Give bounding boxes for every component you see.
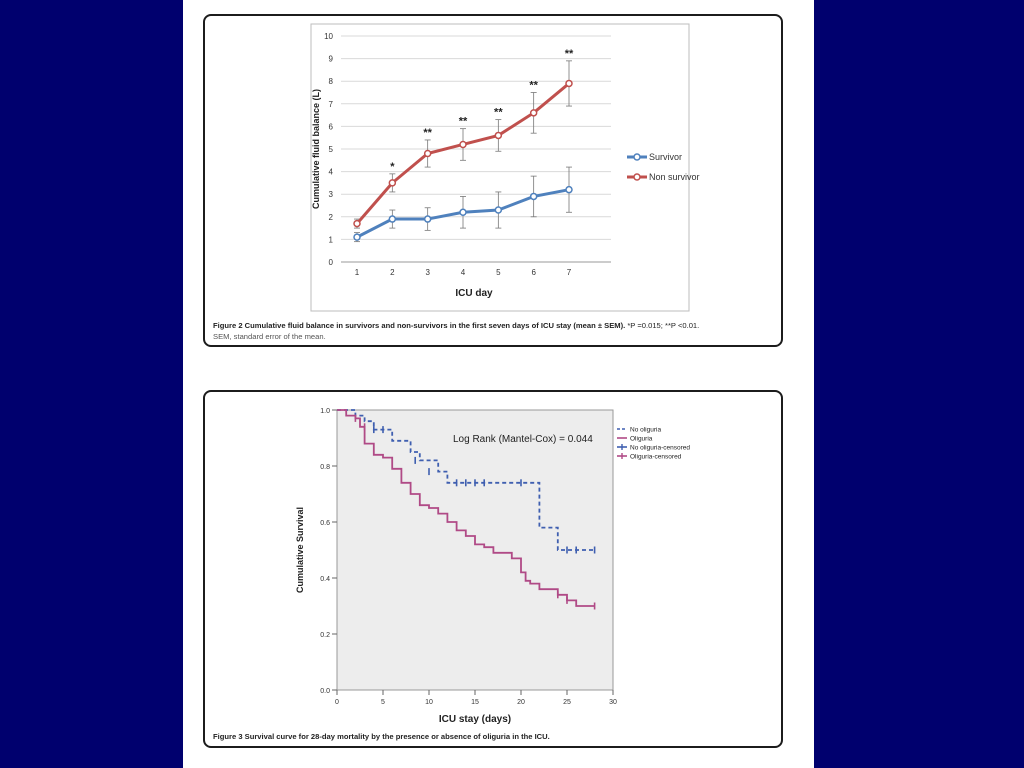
x-tick-label: 5 bbox=[496, 268, 501, 277]
log-rank-annotation: Log Rank (Mantel-Cox) = 0.044 bbox=[453, 434, 593, 445]
y-tick-label: 0 bbox=[329, 258, 334, 267]
figure-3-caption: Figure 3 Survival curve for 28-day morta… bbox=[213, 732, 773, 743]
y-tick-label: 9 bbox=[329, 55, 334, 64]
y-tick-label: 3 bbox=[329, 190, 334, 199]
x-tick-label: 7 bbox=[567, 268, 572, 277]
survivor-point bbox=[565, 185, 573, 194]
figure-2-chart: 0 1 2 3 4 5 6 7 8 9 10 1 2 3 4 5 6 7 ICU day Cumulative flu… bbox=[310, 23, 700, 312]
survivor-point bbox=[423, 215, 432, 223]
x-tick-label: 5 bbox=[381, 699, 385, 706]
y-tick-label: 0.6 bbox=[320, 520, 330, 527]
x-tick-label: 6 bbox=[531, 268, 536, 277]
y-tick-label: 0.0 bbox=[320, 688, 330, 695]
survivor-point bbox=[494, 206, 503, 214]
y-tick-label: 1 bbox=[329, 235, 334, 244]
figure-2-caption-significance: *P =0.015; **P <0.01. bbox=[625, 321, 700, 330]
y-tick-label: 10 bbox=[324, 32, 333, 41]
figure-2-card: 0 1 2 3 4 5 6 7 8 9 10 1 2 3 4 5 6 7 ICU day Cumulative flu… bbox=[203, 14, 783, 347]
chart-frame bbox=[310, 23, 690, 312]
x-tick-label: 3 bbox=[425, 268, 430, 277]
x-axis-label: ICU stay (days) bbox=[439, 714, 511, 725]
figure-3-caption-title: Figure 3 Survival curve for 28-day morta… bbox=[213, 732, 550, 741]
survivor-point bbox=[353, 233, 361, 241]
y-tick-label: 0.4 bbox=[320, 576, 330, 583]
non-survivor-point bbox=[529, 109, 538, 117]
non-survivor-point bbox=[353, 219, 361, 228]
y-tick-label: 6 bbox=[329, 122, 334, 131]
x-tick-label: 4 bbox=[461, 268, 466, 277]
significance-marker: ** bbox=[459, 116, 468, 128]
survivor-point bbox=[529, 192, 538, 201]
figure-2-caption-title: Figure 2 Cumulative fluid balance in sur… bbox=[213, 321, 626, 330]
x-tick-label: 30 bbox=[609, 699, 617, 706]
oliguria-survival-curve bbox=[337, 409, 595, 607]
non-survivor-point bbox=[459, 140, 467, 149]
non-survivor-point bbox=[494, 131, 503, 140]
figure-2-caption-sem-note: SEM, standard error of the mean. bbox=[213, 331, 326, 341]
y-tick-label: 4 bbox=[329, 168, 334, 177]
x-tick-label: 1 bbox=[355, 268, 360, 277]
legend-label: No oliguria bbox=[630, 427, 661, 434]
non-survivor-point bbox=[565, 79, 573, 88]
non-survivor-point bbox=[388, 179, 397, 187]
legend-label: No oliguria-censored bbox=[630, 445, 690, 452]
significance-marker: ** bbox=[494, 107, 503, 119]
x-tick-label: 10 bbox=[425, 699, 433, 706]
y-tick-label: 7 bbox=[329, 100, 334, 109]
no-oliguria-survival-curve bbox=[337, 409, 595, 551]
y-tick-label: 5 bbox=[329, 145, 334, 154]
non-survivor-legend-label: Non survivor bbox=[649, 172, 700, 182]
figure-3-card: 0.0 0.2 0.4 0.6 0.8 1.0 0 5 10 15 20 25 30 ICU stay (… bbox=[203, 390, 783, 748]
y-axis-label: Cumulative Survival bbox=[295, 507, 305, 593]
y-tick-label: 0.8 bbox=[320, 464, 330, 471]
significance-marker: ** bbox=[565, 48, 574, 60]
x-tick-label: 15 bbox=[471, 699, 479, 706]
legend-label: Oliguria bbox=[630, 436, 653, 443]
survivor-legend-marker bbox=[633, 153, 641, 161]
significance-marker: * bbox=[390, 161, 395, 173]
survivor-legend-label: Survivor bbox=[649, 152, 682, 162]
y-axis-label: Cumulative fluid balance (L) bbox=[311, 89, 321, 209]
non-survivor-point bbox=[423, 149, 432, 158]
y-tick-label: 2 bbox=[329, 213, 334, 222]
y-tick-label: 0.2 bbox=[320, 632, 330, 639]
y-tick-label: 1.0 bbox=[320, 408, 330, 415]
slide: 0 1 2 3 4 5 6 7 8 9 10 1 2 3 4 5 6 7 ICU day Cumulative flu… bbox=[183, 0, 814, 768]
non-survivor-legend-marker bbox=[633, 173, 641, 181]
figure-2-caption: Figure 2 Cumulative fluid balance in sur… bbox=[213, 321, 773, 342]
significance-marker: ** bbox=[423, 127, 432, 139]
x-tick-label: 0 bbox=[335, 699, 339, 706]
x-tick-label: 20 bbox=[517, 699, 525, 706]
significance-marker: ** bbox=[529, 80, 538, 92]
x-tick-label: 2 bbox=[390, 268, 395, 277]
survivor-point bbox=[459, 208, 467, 217]
survivor-point bbox=[388, 215, 397, 223]
x-tick-label: 25 bbox=[563, 699, 571, 706]
legend-label: Oliguria-censored bbox=[630, 454, 682, 461]
figure-3-chart: 0.0 0.2 0.4 0.6 0.8 1.0 0 5 10 15 20 25 30 ICU stay (… bbox=[295, 408, 690, 725]
x-axis-label: ICU day bbox=[455, 288, 493, 299]
y-tick-label: 8 bbox=[329, 77, 334, 86]
